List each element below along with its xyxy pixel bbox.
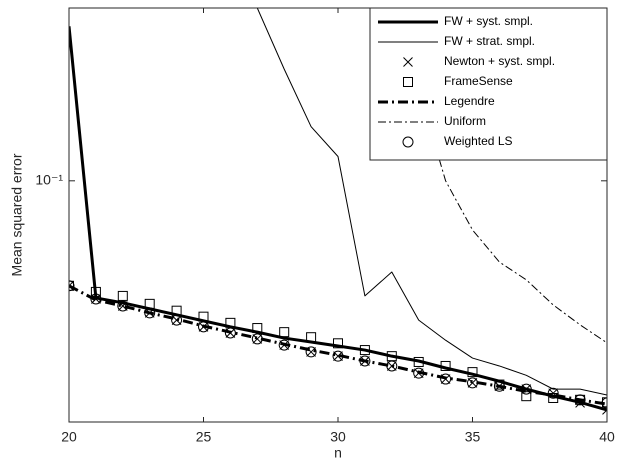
legend-label: Legendre <box>444 94 495 108</box>
marker-x <box>467 378 478 388</box>
x-tick-label: 25 <box>196 429 212 445</box>
marker-square <box>521 391 532 402</box>
marker-x <box>386 361 397 371</box>
marker-circle <box>305 346 317 358</box>
legend-box <box>369 7 608 161</box>
marker-square <box>306 332 317 343</box>
marker-square <box>90 286 101 297</box>
marker-square <box>333 338 343 349</box>
legend-label: FrameSense <box>444 74 513 88</box>
x-axis-label: n <box>334 445 342 461</box>
marker-square <box>403 77 413 87</box>
marker-circle <box>117 300 129 312</box>
y-axis-label: Mean squared error <box>9 153 25 276</box>
legend-label: FW + strat. smpl. <box>444 34 535 48</box>
marker-circle <box>440 373 452 385</box>
y-tick-label: 10⁻¹ <box>35 172 63 188</box>
marker-square <box>467 367 478 378</box>
marker-circle <box>547 387 559 399</box>
marker-x <box>171 315 182 325</box>
marker-square <box>440 360 451 371</box>
x-tick-label: 35 <box>465 429 481 445</box>
marker-circle <box>90 293 102 305</box>
marker-circle <box>69 280 75 292</box>
marker-circle <box>467 377 478 389</box>
marker-x <box>252 334 263 344</box>
marker-circle <box>332 350 344 362</box>
marker-circle <box>224 327 236 339</box>
marker-x <box>403 57 413 67</box>
legend-label: FW + syst. smpl. <box>444 14 533 28</box>
marker-square <box>413 356 424 367</box>
marker-square <box>117 290 128 301</box>
x-tick-label: 20 <box>61 429 77 445</box>
marker-circle <box>386 360 398 372</box>
x-tick-label: 30 <box>330 429 346 445</box>
axes-box <box>68 7 608 423</box>
marker-x <box>117 301 128 311</box>
marker-square <box>279 327 290 338</box>
series-line <box>69 26 607 412</box>
marker-circle <box>493 380 505 392</box>
marker-circle <box>171 314 183 326</box>
x-tick-label: 40 <box>599 429 615 445</box>
marker-circle <box>359 355 371 367</box>
marker-circle <box>144 307 156 319</box>
marker-circle <box>574 394 586 406</box>
marker-circle <box>278 339 290 351</box>
series-line <box>69 284 607 406</box>
series-line <box>256 8 607 396</box>
marker-circle <box>251 333 263 345</box>
marker-circle <box>402 136 414 148</box>
legend: FW + syst. smpl. FW + strat. smpl. Newton … <box>369 7 608 161</box>
legend-label: Newton + syst. smpl. <box>444 54 555 68</box>
legend-label: Weighted LS <box>444 134 513 148</box>
marker-square <box>548 392 559 403</box>
marker-circle <box>520 383 532 395</box>
marker-square <box>198 311 209 322</box>
marker-square <box>359 345 370 356</box>
marker-square <box>225 317 236 328</box>
legend-label: Uniform <box>444 114 486 128</box>
marker-circle <box>413 367 425 379</box>
marker-circle <box>601 397 607 409</box>
marker-square <box>252 323 263 334</box>
marker-circle <box>198 321 209 333</box>
